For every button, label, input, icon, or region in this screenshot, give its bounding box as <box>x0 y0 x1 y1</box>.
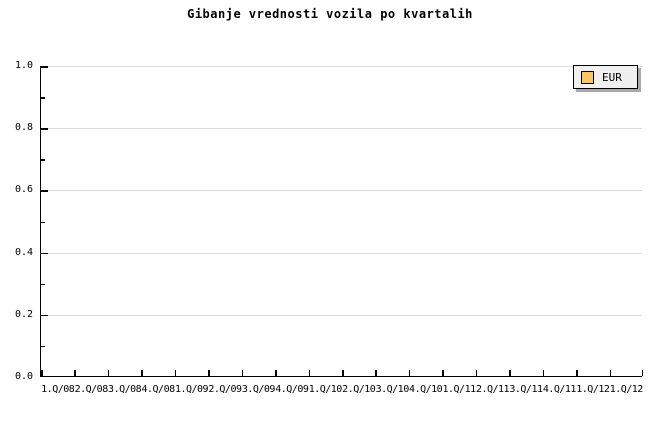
x-tick-label: 4.Q/10 <box>409 384 443 395</box>
y-minor-tick <box>41 283 45 286</box>
eur-series-swatch-icon <box>581 70 594 84</box>
y-tick-label: 1.0 <box>14 60 33 71</box>
x-tick-label: 1.Q/11 <box>442 384 476 395</box>
x-tick-label: 3.Q/08 <box>108 384 142 395</box>
y-tick <box>41 375 48 377</box>
y-tick-label: 0.4 <box>14 246 33 258</box>
y-tick <box>41 66 48 68</box>
x-tick <box>576 370 578 376</box>
x-tick <box>174 370 177 376</box>
x-tick <box>442 370 444 376</box>
y-tick <box>41 314 48 317</box>
x-tick <box>342 370 344 376</box>
x-tick-label: 4.Q/08 <box>141 384 175 395</box>
x-tick-label: 3.Q/09 <box>241 384 276 395</box>
x-tick <box>107 370 110 376</box>
x-tick <box>308 370 311 376</box>
gridline <box>41 253 642 254</box>
y-tick-label: 0.2 <box>14 308 33 320</box>
y-tick-label: 0.0 <box>14 371 33 382</box>
y-tick-label: 0.8 <box>14 122 33 134</box>
plot-area: 1.0 0.8 0.6 0.4 0.2 0.0 1.Q/08 2.Q/08 3.Q/08 4.Q/… <box>15 60 643 395</box>
x-tick-label: 4.Q/09 <box>275 384 309 395</box>
x-tick-label: 1.Q/10 <box>308 384 343 395</box>
y-minor-tick <box>41 97 45 99</box>
x-tick <box>141 370 143 376</box>
x-tick-label: 1.Q/12 <box>576 384 610 395</box>
x-tick-label: 2.Q/10 <box>342 384 376 395</box>
y-tick <box>41 190 48 192</box>
y-minor-tick <box>41 345 45 348</box>
y-tick-label: 0.6 <box>14 184 33 196</box>
x-tick-label: 2.Q/09 <box>208 384 242 395</box>
gridline <box>41 315 642 316</box>
x-tick-label: 2.Q/08 <box>74 384 109 395</box>
x-tick <box>241 370 244 376</box>
x-tick <box>609 370 612 376</box>
x-tick <box>375 370 377 376</box>
x-tick-label: 2.Q/11 <box>475 384 510 395</box>
y-tick <box>41 252 48 255</box>
x-tick <box>509 370 511 376</box>
x-tick <box>475 370 478 376</box>
legend-label-eur: EUR <box>602 70 622 84</box>
chart-title: Gibanje vrednosti vozila po kvartalih <box>187 7 473 21</box>
x-tick <box>74 370 76 376</box>
x-tick <box>542 370 545 376</box>
x-tick <box>408 370 411 376</box>
x-tick-label: 1.Q/09 <box>174 384 209 395</box>
x-tick <box>41 370 43 376</box>
x-tick-label: 3.Q/10 <box>375 384 410 395</box>
y-minor-tick <box>41 221 45 223</box>
gridline <box>41 190 642 191</box>
x-tick <box>641 370 643 376</box>
y-tick <box>41 128 48 130</box>
x-tick-label: 1.Q/12 <box>609 384 644 395</box>
gridline <box>41 66 642 67</box>
x-tick-label: 4.Q/11 <box>542 384 577 395</box>
x-tick <box>275 370 277 376</box>
x-tick-label: 1.Q/08 <box>41 384 75 395</box>
legend-box: EUR <box>573 65 638 89</box>
gridline <box>41 128 642 129</box>
x-tick <box>208 370 210 376</box>
y-minor-tick <box>41 159 45 161</box>
x-tick-label: 3.Q/11 <box>509 384 543 395</box>
